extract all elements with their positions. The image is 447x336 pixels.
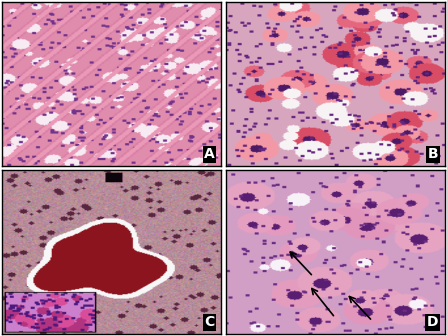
Text: D: D: [427, 316, 438, 329]
Text: B: B: [428, 148, 438, 161]
Text: C: C: [204, 316, 215, 329]
Text: A: A: [204, 148, 215, 161]
